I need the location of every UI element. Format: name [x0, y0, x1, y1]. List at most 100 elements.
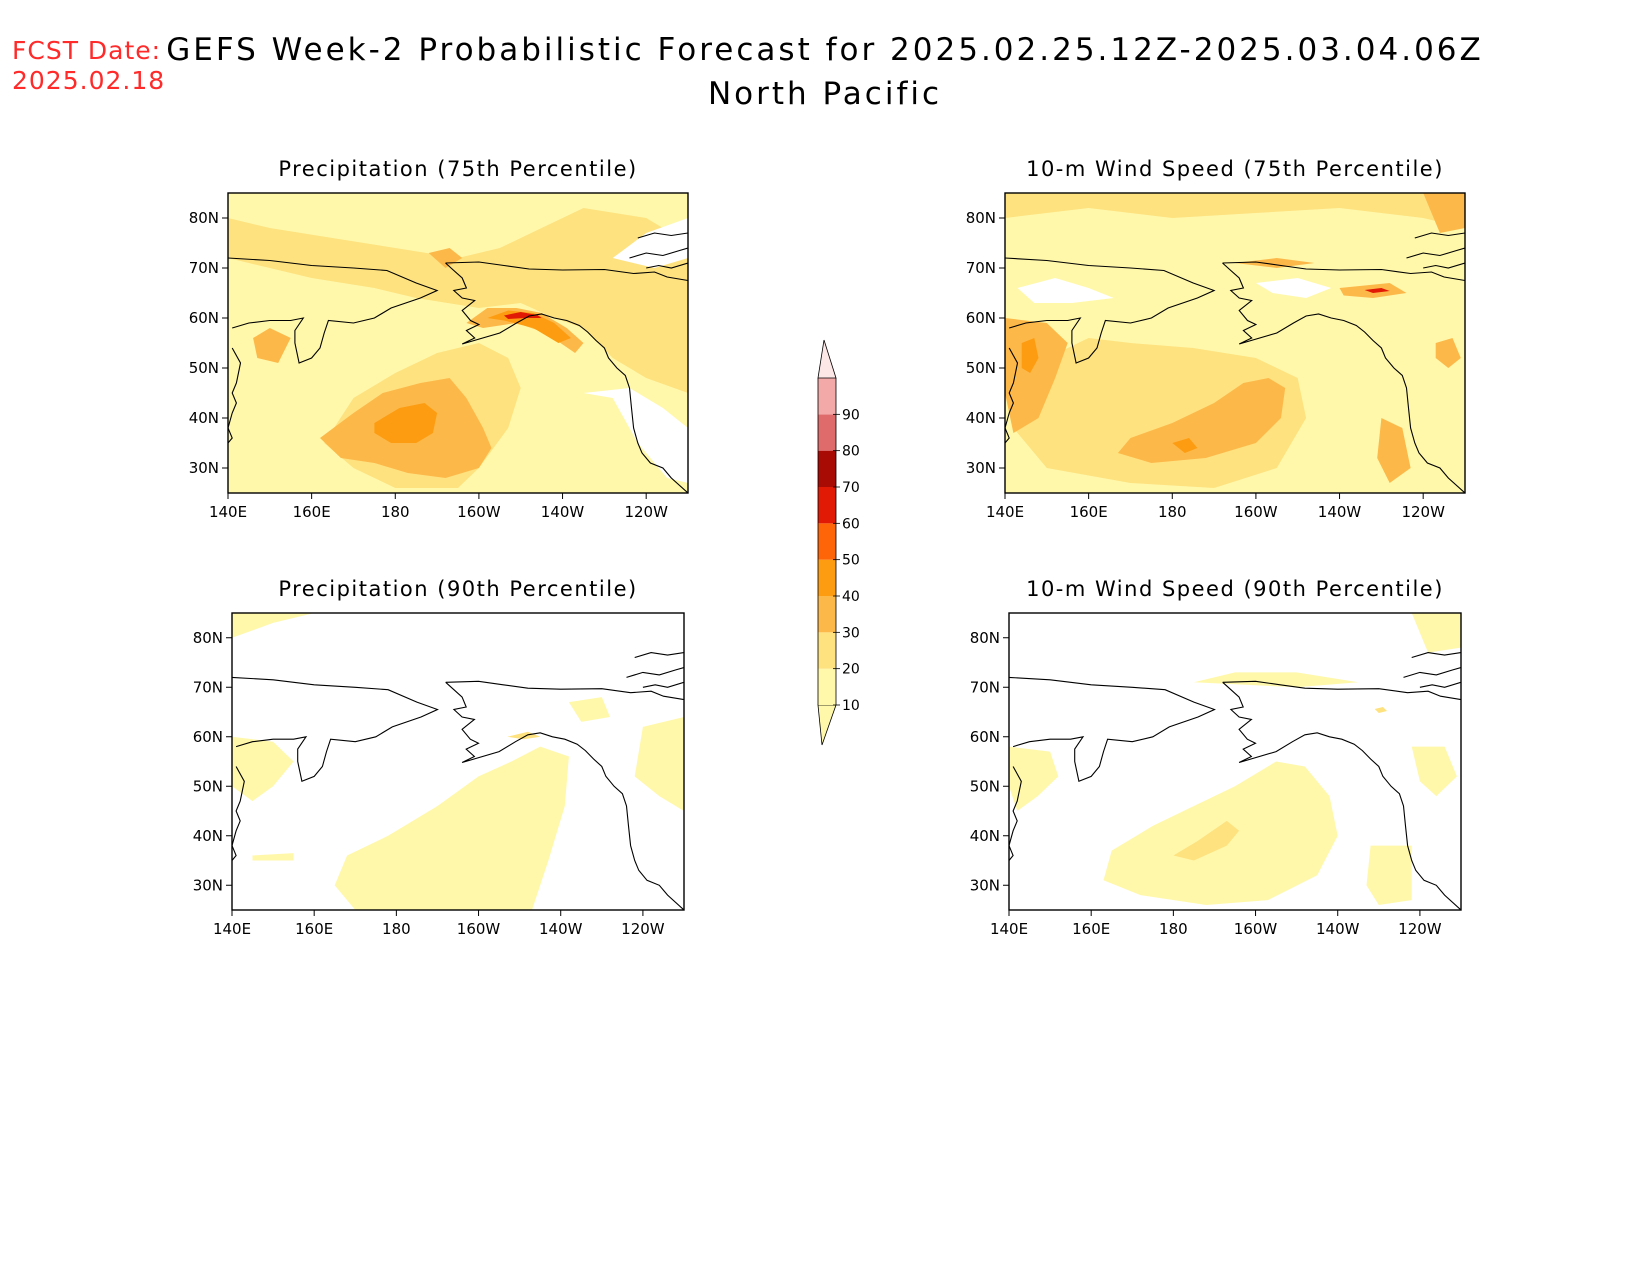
lat-tick-label: 70N [189, 259, 219, 277]
lon-tick-label: 140W [1316, 920, 1360, 938]
lat-tick-label: 50N [970, 777, 1000, 795]
lat-tick-label: 80N [966, 209, 996, 227]
panel-title: 10-m Wind Speed (75th Percentile) [1026, 157, 1444, 181]
lat-tick-label: 40N [189, 409, 219, 427]
lon-tick-label: 160W [1234, 920, 1278, 938]
lat-tick-label: 40N [966, 409, 996, 427]
map-frame [231, 612, 685, 911]
lon-tick-label: 120W [624, 503, 668, 521]
lat-tick-label: 30N [966, 459, 996, 477]
coastline-segment [232, 676, 439, 783]
lon-tick-label: 160W [457, 920, 501, 938]
probability-contour [1013, 338, 1307, 488]
lat-tick-label: 80N [189, 209, 219, 227]
lon-tick-label: 140E [213, 920, 251, 938]
lon-tick-label: 160W [1234, 503, 1278, 521]
coastline-segment [1403, 666, 1461, 678]
panel-wind90: 10-m Wind Speed (90th Percentile) 140E 160… [970, 577, 1462, 938]
lon-tick-label: 160E [293, 503, 331, 521]
lon-tick-label: 160E [295, 920, 333, 938]
coastline-segment [228, 347, 242, 444]
probability-contour [252, 853, 294, 861]
probability-contour [1411, 746, 1457, 797]
coastline-segment [629, 247, 688, 259]
lat-tick-label: 60N [970, 728, 1000, 746]
probability-contour [1172, 438, 1198, 453]
lon-tick-label: 120W [1401, 503, 1445, 521]
probability-contour [1173, 820, 1240, 861]
lon-tick-label: 180 [1159, 920, 1188, 938]
probability-contour [232, 613, 315, 638]
panel-precip90: Precipitation (90th Percentile) 140E 160E 1… [193, 577, 685, 938]
lat-tick-label: 80N [970, 629, 1000, 647]
probability-contour [1193, 672, 1359, 688]
coastline-segment [1222, 681, 1461, 910]
probability-contour [1005, 318, 1068, 433]
coastline-segment [1414, 232, 1465, 239]
colorbar-label: 30 [842, 625, 860, 641]
probability-contour [1021, 338, 1039, 373]
colorbar-box [818, 632, 836, 669]
probability-field [232, 613, 684, 910]
probability-contour [1411, 613, 1461, 653]
lon-tick-label: 140W [539, 920, 583, 938]
lat-tick-label: 30N [970, 876, 1000, 894]
coastline-segment [1419, 681, 1461, 688]
lat-tick-label: 70N [193, 678, 223, 696]
map-frame [1008, 612, 1462, 911]
probability-field [1009, 613, 1461, 910]
probability-contour [253, 328, 291, 363]
probability-contour [1009, 746, 1059, 811]
lon-tick-label: 140E [986, 503, 1024, 521]
forecast-date-value: 2025.02.18 [12, 66, 166, 95]
panel-title: Precipitation (75th Percentile) [278, 157, 637, 181]
lat-tick-label: 30N [189, 459, 219, 477]
lon-tick-label: 140E [209, 503, 247, 521]
coastline-segment [228, 257, 439, 364]
colorbar-box [818, 378, 836, 415]
lon-tick-label: 140W [1318, 503, 1362, 521]
probability-contour [374, 403, 438, 443]
lon-tick-label: 180 [381, 503, 410, 521]
probability-contour [1235, 258, 1315, 268]
panel-title: 10-m Wind Speed (90th Percentile) [1026, 577, 1444, 601]
coastline-segment [1009, 676, 1216, 783]
colorbar-label: 10 [842, 698, 860, 714]
panel-wind75: 10-m Wind Speed (75th Percentile) 140E 160… [966, 157, 1466, 521]
lat-tick-label: 80N [193, 629, 223, 647]
lon-tick-label: 180 [1158, 503, 1187, 521]
probability-contour [1117, 378, 1286, 463]
colorbar-label: 80 [842, 444, 860, 460]
probability-contour [1005, 193, 1465, 228]
lat-tick-label: 70N [966, 259, 996, 277]
lat-tick-label: 40N [193, 827, 223, 845]
coastline [1005, 232, 1465, 493]
colorbar-label: 70 [842, 480, 860, 496]
coastline-segment [445, 261, 688, 282]
lon-tick-label: 180 [382, 920, 411, 938]
coastline-segment [232, 766, 245, 861]
colorbar-label: 60 [842, 516, 860, 532]
coastline [1009, 652, 1461, 910]
forecast-date-label: FCST Date: [12, 36, 162, 65]
colorbar-tip-high [817, 339, 837, 379]
low-probability-area [612, 218, 688, 268]
low-probability-area [1255, 278, 1332, 298]
lon-tick-label: 140E [990, 920, 1028, 938]
coastline-segment [1222, 262, 1465, 493]
lat-tick-label: 60N [193, 728, 223, 746]
coastline-segment [626, 666, 684, 678]
page-subtitle: North Pacific [707, 76, 943, 112]
panel-title: Precipitation (90th Percentile) [278, 577, 637, 601]
coastline-segment [1406, 247, 1465, 259]
colorbar-box [818, 487, 836, 524]
probability-contour [1366, 845, 1412, 905]
colorbar-box [818, 559, 836, 596]
colorbar-box [818, 414, 836, 451]
coastline-segment [445, 262, 688, 493]
colorbar: 10 20 30 40 50 60 70 80 90 [817, 339, 860, 746]
colorbar-label: 40 [842, 589, 860, 605]
coastline-segment [445, 680, 684, 701]
probability-contour [504, 312, 542, 319]
probability-contour [232, 736, 294, 802]
